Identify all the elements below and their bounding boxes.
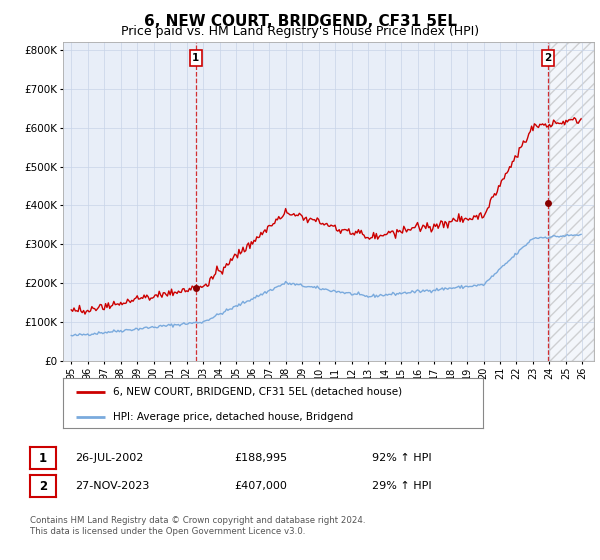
Text: 6, NEW COURT, BRIDGEND, CF31 5EL: 6, NEW COURT, BRIDGEND, CF31 5EL [143, 14, 457, 29]
Text: 92% ↑ HPI: 92% ↑ HPI [372, 452, 431, 463]
Text: 26-JUL-2002: 26-JUL-2002 [75, 452, 143, 463]
Text: Contains HM Land Registry data © Crown copyright and database right 2024.
This d: Contains HM Land Registry data © Crown c… [30, 516, 365, 536]
Text: 1: 1 [39, 451, 47, 465]
Text: 1: 1 [192, 53, 199, 63]
Text: 6, NEW COURT, BRIDGEND, CF31 5EL (detached house): 6, NEW COURT, BRIDGEND, CF31 5EL (detach… [113, 386, 403, 396]
Text: Price paid vs. HM Land Registry's House Price Index (HPI): Price paid vs. HM Land Registry's House … [121, 25, 479, 38]
Text: 27-NOV-2023: 27-NOV-2023 [75, 480, 149, 491]
Text: 2: 2 [39, 479, 47, 493]
Text: 2: 2 [544, 53, 551, 63]
Text: £407,000: £407,000 [234, 480, 287, 491]
Text: 29% ↑ HPI: 29% ↑ HPI [372, 480, 431, 491]
Text: £188,995: £188,995 [234, 452, 287, 463]
Text: HPI: Average price, detached house, Bridgend: HPI: Average price, detached house, Brid… [113, 412, 353, 422]
